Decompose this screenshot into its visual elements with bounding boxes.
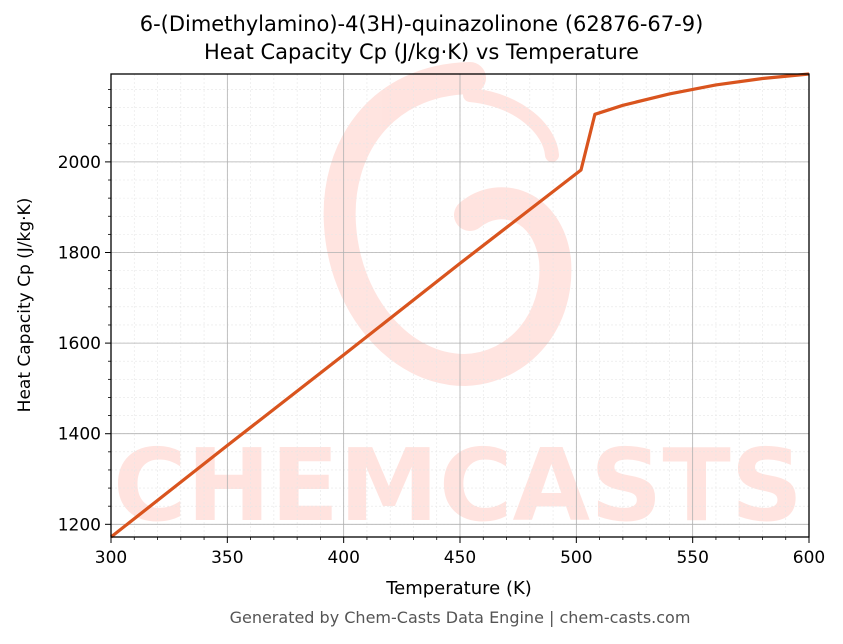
x-tick-label: 550 [676,548,708,568]
y-axis-label: Heat Capacity Cp (J/kg·K) [15,198,35,413]
x-tick-label: 450 [444,548,476,568]
x-tick-label: 300 [95,548,127,568]
series-layer [110,72,810,539]
heat-capacity-series-line [110,72,810,539]
svg-text:CHEMCASTS: CHEMCASTS [113,427,803,544]
chart-title: 6-(Dimethylamino)-4(3H)-quinazolinone (6… [139,12,704,36]
y-tick-label: 2000 [58,153,101,173]
chart-subtitle: Heat Capacity Cp (J/kg·K) vs Temperature [204,40,639,64]
x-tick-label: 600 [793,548,825,568]
x-axis-label: Temperature (K) [385,578,532,599]
footer-credit: Generated by Chem-Casts Data Engine | ch… [229,608,691,627]
x-tick-label: 350 [211,548,243,568]
y-tick-label: 1400 [58,425,101,445]
y-tick-label: 1800 [58,243,101,263]
x-tick-label: 500 [560,548,592,568]
x-tick-label: 400 [327,548,359,568]
y-tick-label: 1600 [58,334,101,354]
y-tick-label: 1200 [58,515,101,535]
axis-ticks: 300 350 400 450 500 550 600 1200 1400 1600 1800 200… [58,89,825,568]
chemcasts-watermark-logo: CHEMCASTS [113,62,803,544]
